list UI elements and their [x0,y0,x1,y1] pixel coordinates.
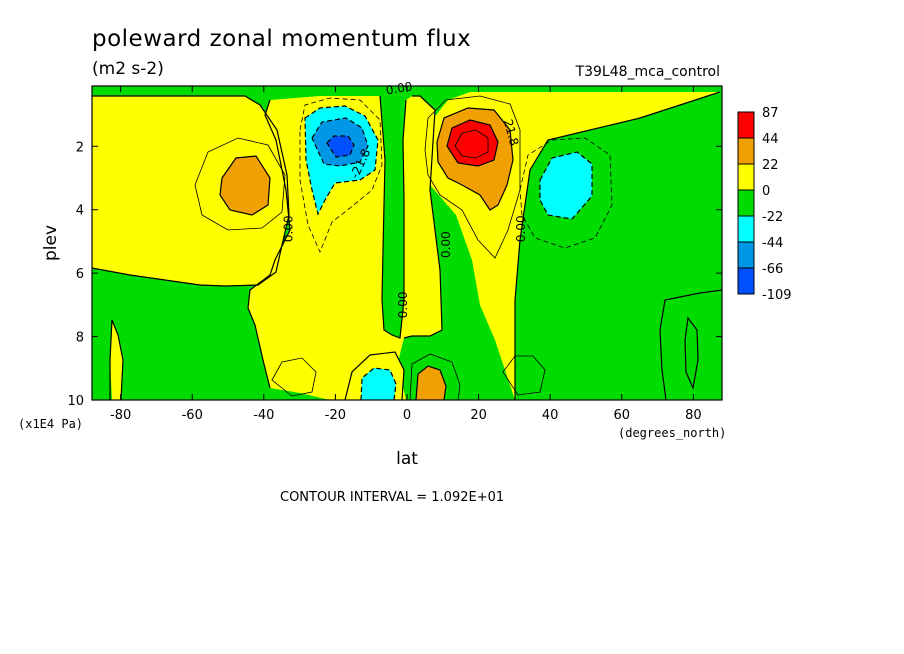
filled-contour-darkblue-southern-jet [327,136,354,157]
y-axis-label: plev [41,225,61,261]
filled-contour-surface-cyan [361,368,396,400]
x-tick-label: 0 [403,408,411,423]
y-tick-label: 8 [76,331,84,346]
colorbar-label: 87 [762,106,779,121]
contour-inner-northern-jet [454,129,489,159]
filled-contour-positive-central [248,96,442,400]
x-tick-label: -20 [325,408,346,423]
contour-surface-yellow [344,351,405,400]
zero-contour-center-right [403,95,443,339]
colorbar-label: -44 [762,236,783,251]
contour-interval-text: CONTOUR INTERVAL = 1.092E+01 [280,490,504,505]
x-tick-label: -80 [110,408,131,423]
zero-contour-northern [659,289,722,400]
zero-contour-southern [92,95,290,287]
colorbar-label: 22 [762,158,779,173]
contour-strip-north [684,316,699,391]
contour-ring-northern [519,137,613,249]
contour-cyan-southern-jet [304,105,379,216]
contour-label: 0.00 [281,215,295,242]
contour-label: 0.00 [439,231,453,258]
contour-lines-negative [299,97,613,400]
colorbar-label: 44 [762,132,779,147]
contour-red-northern-jet [446,119,499,167]
colorbar-label: -66 [762,262,783,277]
contour-blue-southern-jet [311,117,369,167]
contour-plot-area [92,86,722,400]
x-axis-units: (degrees_north) [618,426,726,440]
x-tick-label: -60 [182,408,203,423]
filled-contour-strip-south [110,320,123,400]
contour-label: 0.00 [396,291,410,318]
x-tick-label: 60 [613,408,630,423]
contour-orange-northern-jet [436,107,514,211]
x-tick-label: 80 [685,408,702,423]
colorbar-label: -109 [762,288,792,303]
filled-contour-strip-north [685,318,698,388]
colorbar-swatch [737,163,755,191]
colorbar-swatch [737,137,755,165]
x-axis: -80 -60 -40 -20 0 20 40 60 80 [110,86,702,423]
contour-label: 0.00 [514,215,528,242]
colorbar-swatch [737,267,755,295]
contour-labels: 0.00-21.821.80.000.000.000.00 [281,79,528,318]
x-tick-label: -40 [253,408,274,423]
filled-contour-cyan-northern [540,152,592,219]
y-axis: 2 4 6 8 10 [67,140,722,409]
contour-cyan-northern [539,151,593,220]
contour-ring-southern-jet [299,97,383,254]
y-tick-label: 10 [67,394,84,409]
contour-surface-orange [415,365,447,400]
filled-contour-orange-southern [220,156,270,215]
run-name: T39L48_mca_control [575,64,720,80]
y-tick-label: 2 [76,140,84,155]
contour-darkblue-southern-jet [326,135,355,158]
contour-orange-southern [219,155,271,216]
zero-contour-left [247,99,291,389]
colorbar-swatch [737,241,755,269]
contour-ring-south-surface [271,357,317,397]
colorbar-legend: 87 44 22 0 -22 -44 -66 -109 [737,106,792,303]
contour-label: 21.8 [501,118,521,147]
x-tick-label: 40 [542,408,559,423]
contour-ring-north-surface [502,355,546,396]
contour-lines [92,91,722,400]
contour-label: 0.00 [385,79,414,97]
contour-ring-southern [194,137,286,231]
y-axis-units: (x1E4 Pa) [18,417,83,431]
colorbar-swatch [737,215,755,243]
contour-surface-cyan [360,367,397,400]
filled-contour-surface-orange [416,366,446,400]
filled-contour-red-northern-jet [447,120,498,166]
contour-strip-south [109,319,124,400]
filled-contour-positive-southern [92,96,289,286]
contour-surface-ring-n [409,353,461,400]
zero-contour-central [379,95,407,339]
contour-ring-northern-jet [424,95,521,259]
x-tick-label: 20 [470,408,487,423]
y-tick-label: 6 [76,267,84,282]
chart-title: poleward zonal momentum flux [92,26,471,52]
chart-units: (m2 s-2) [92,59,164,79]
colorbar-swatch [737,189,755,217]
colorbar-swatch [737,111,755,139]
y-tick-label: 4 [76,204,84,219]
zero-contour-midnorth [514,91,721,400]
colorbar-label: 0 [762,184,770,199]
colorbar-label: -22 [762,210,783,225]
x-axis-label: lat [396,449,418,469]
